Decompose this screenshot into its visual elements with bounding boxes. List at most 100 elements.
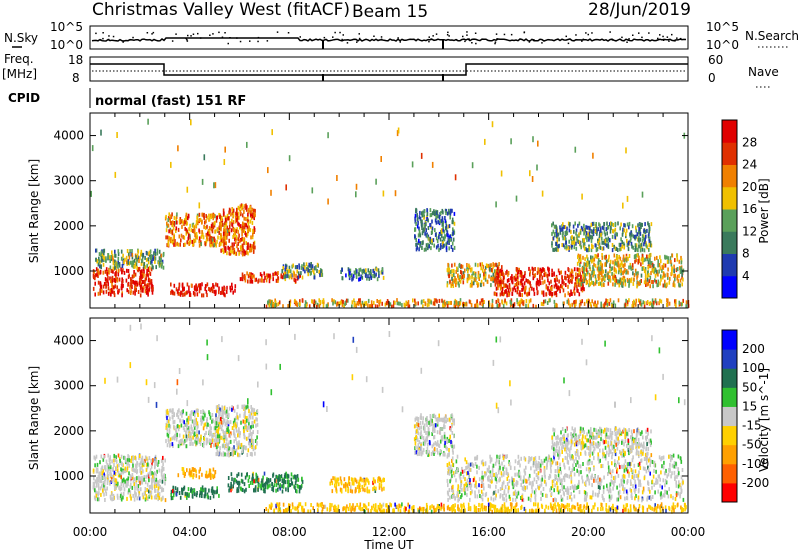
scatter-cell-1264 (271, 482, 273, 487)
scatter-cell-847 (232, 220, 235, 225)
scatter-cell-230 (147, 289, 149, 294)
scatter-cell-364 (150, 458, 152, 463)
scatter-cell-2358 (605, 254, 607, 259)
scatter-cell-169 (150, 282, 153, 287)
scatter-cell-2486 (678, 273, 680, 278)
scatter-cell-247 (126, 483, 128, 488)
scatter-cell-3257 (354, 301, 356, 306)
scatter-cell-1304 (261, 478, 263, 483)
scatter-cell-314 (114, 483, 116, 488)
scatter-cell-1060 (253, 274, 255, 279)
scatter-cell-1107 (244, 278, 247, 283)
scatter-cell-2871 (563, 225, 565, 230)
scatter-cell-1720 (539, 278, 541, 283)
scatter-cell-2744 (588, 231, 591, 236)
scatter-cell-2476 (615, 269, 617, 274)
scatter-cell-660 (216, 239, 218, 244)
sparse-cell-51 (246, 141, 248, 148)
scatter-cell-961 (252, 438, 254, 443)
scatter-cell-613 (200, 410, 202, 414)
scatter-cell-259 (122, 470, 124, 475)
scatter-cell-319 (144, 458, 146, 463)
scatter-cell-3053 (596, 303, 598, 308)
scatter-cell-2730 (628, 225, 630, 230)
scatter-cell-901 (219, 214, 222, 219)
scatter-cell-1809 (523, 274, 526, 279)
scatter-cell-2745 (619, 247, 621, 252)
scatter-cell-258 (116, 493, 119, 498)
scatter-cell-1268 (349, 271, 351, 276)
scatter-cell-2948 (443, 304, 445, 309)
scatter-cell-1315 (230, 484, 232, 489)
scatter-cell-538 (172, 420, 175, 425)
scatter-cell-989 (220, 227, 222, 232)
scatter-cell-172 (110, 288, 113, 292)
scatter-cell-1023 (220, 241, 222, 246)
scatter-cell-1159 (300, 265, 303, 270)
scatter-cell-854 (236, 441, 238, 446)
scatter-cell-2823 (555, 224, 557, 229)
scatter-cell-590 (217, 423, 219, 428)
scatter-cell-2585 (639, 228, 641, 232)
scatter-cell-2892 (604, 239, 607, 244)
sparse-cell-30 (541, 190, 544, 197)
scatter-cell-174 (111, 497, 113, 502)
scatter-cell-1194 (311, 264, 314, 269)
scatter-cell-307 (117, 256, 120, 261)
scatter-cell-2548 (617, 248, 619, 252)
scatter-cell-702 (210, 236, 213, 241)
scatter-cell-1418 (345, 487, 347, 492)
scatter-cell-1043 (250, 425, 252, 430)
scatter-cell-3077 (381, 301, 383, 306)
scatter-cell-857 (246, 246, 249, 250)
scatter-cell-903 (255, 423, 257, 428)
scatter-cell-526 (208, 213, 210, 218)
sparse-cell-38 (431, 161, 434, 168)
scatter-cell-544 (171, 410, 174, 415)
scatter-cell-498 (212, 283, 214, 288)
scatter-cell-597 (187, 426, 189, 431)
scatter-cell-1543 (493, 269, 496, 274)
scatter-cell-2482 (633, 255, 636, 259)
scatter-cell-1892 (494, 278, 496, 283)
scatter-cell-1684 (570, 268, 573, 273)
scatter-cell-1711 (538, 279, 540, 284)
scatter-cell-784 (191, 239, 194, 244)
scatter-cell-2357 (598, 282, 600, 286)
scatter-cell-181 (140, 479, 142, 484)
scatter-cell-1692 (571, 279, 573, 284)
scatter-cell-865 (221, 423, 224, 428)
noise-search-dot-106 (446, 34, 449, 36)
scatter-cell-959 (216, 438, 219, 443)
scatter-cell-640 (191, 410, 193, 415)
scatter-cell-3225 (396, 298, 398, 303)
scatter-cell-357 (110, 254, 113, 259)
noise-search-dot-104 (496, 38, 498, 40)
scatter-cell-489 (210, 443, 212, 448)
scatter-cell-268 (96, 483, 98, 488)
scatter-cell-2895 (579, 230, 582, 235)
scatter-cell-1177 (248, 484, 250, 488)
scatter-cell-859 (246, 416, 248, 420)
scatter-cell-1146 (285, 265, 287, 270)
scatter-cell-1039 (229, 434, 232, 439)
scatter-cell-32 (103, 281, 106, 286)
scatter-cell-1876 (575, 272, 577, 277)
scatter-cell-1062 (277, 271, 279, 275)
scatter-cell-2481 (646, 254, 648, 259)
scatter-cell-1334 (452, 227, 454, 232)
scatter-cell-507 (190, 283, 193, 288)
scatter-cell-1037 (226, 428, 228, 432)
scatter-cell-2375 (609, 269, 611, 274)
scatter-cell-2796 (597, 227, 600, 232)
sparse-cell-2 (454, 174, 457, 181)
scatter-cell-1662 (480, 266, 482, 271)
scatter-cell-2765 (551, 223, 553, 228)
scatter-cell-2426 (585, 281, 588, 286)
scatter-cell-3061 (588, 299, 590, 304)
scatter-cell-475 (193, 426, 196, 431)
scatter-cell-141 (121, 270, 123, 275)
scatter-cell-769 (232, 420, 235, 425)
scatter-cell-1108 (208, 488, 210, 493)
scatter-cell-697 (193, 225, 196, 230)
